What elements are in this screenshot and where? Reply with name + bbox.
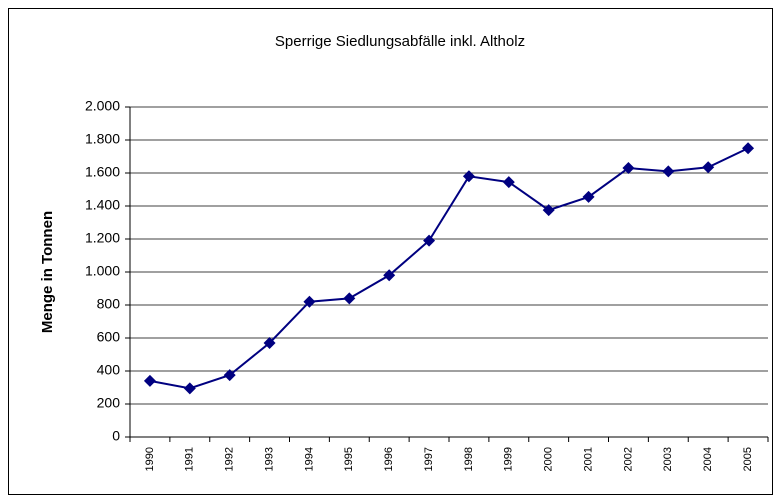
x-tick-label: 2004 xyxy=(702,447,714,471)
marker xyxy=(622,162,635,175)
chart-title: Sperrige Siedlungsabfälle inkl. Altholz xyxy=(275,33,525,50)
y-tick-label: 400 xyxy=(97,362,121,378)
y-tick-label: 1.600 xyxy=(85,164,120,180)
x-tick-label: 2001 xyxy=(582,447,594,471)
x-tick-label: 2000 xyxy=(543,447,555,471)
marker xyxy=(702,161,715,174)
x-tick-label: 1994 xyxy=(303,447,315,471)
x-tick-label: 1999 xyxy=(503,447,515,471)
x-tick-label: 1998 xyxy=(463,447,475,471)
y-tick-label: 800 xyxy=(97,296,121,312)
x-tick-label: 1996 xyxy=(383,447,395,471)
marker xyxy=(343,292,356,305)
marker xyxy=(582,190,595,203)
marker xyxy=(223,369,236,382)
marker xyxy=(502,176,515,189)
marker xyxy=(183,382,196,395)
y-tick-label: 1.800 xyxy=(85,131,120,147)
y-tick-label: 1.000 xyxy=(85,263,120,279)
marker xyxy=(542,204,555,217)
y-tick-label: 600 xyxy=(97,329,121,345)
chart-frame xyxy=(8,8,773,495)
x-tick-label: 2002 xyxy=(622,447,634,471)
series-line xyxy=(149,147,749,390)
y-tick-label: 1.400 xyxy=(85,197,120,213)
x-tick-label: 1993 xyxy=(263,447,275,471)
marker xyxy=(303,295,316,308)
marker xyxy=(462,170,475,183)
x-tick-label: 1997 xyxy=(423,447,435,471)
y-tick-label: 1.200 xyxy=(85,230,120,246)
x-tick-label: 1992 xyxy=(224,447,236,471)
x-tick-label: 1990 xyxy=(144,447,156,471)
y-tick-label: 200 xyxy=(97,395,121,411)
marker xyxy=(742,142,755,155)
marker xyxy=(383,269,396,282)
y-tick-label: 2.000 xyxy=(85,98,120,114)
marker xyxy=(423,234,436,247)
x-tick-label: 1995 xyxy=(343,447,355,471)
x-tick-label: 2005 xyxy=(742,447,754,471)
y-axis-label: Menge in Tonnen xyxy=(39,211,56,333)
y-tick-label: 0 xyxy=(112,428,120,444)
marker xyxy=(143,374,156,387)
x-tick-label: 2003 xyxy=(662,447,674,471)
x-tick-label: 1991 xyxy=(184,447,196,471)
marker xyxy=(263,336,276,349)
marker xyxy=(662,165,675,178)
